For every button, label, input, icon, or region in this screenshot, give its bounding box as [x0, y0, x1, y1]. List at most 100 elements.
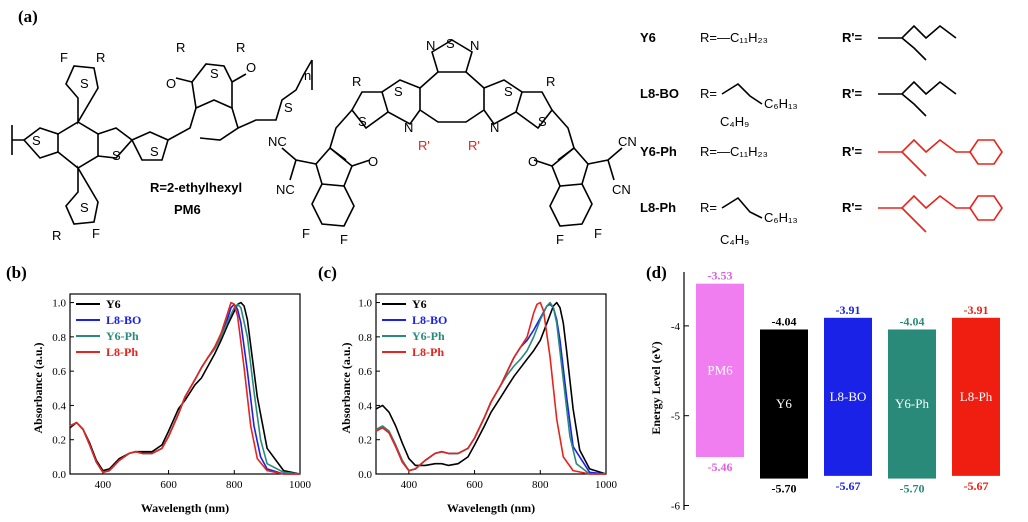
lumo-value-label: -3.53 [708, 269, 733, 283]
row-y6ph-rprime: R'= [842, 144, 862, 159]
row-l8bo-rprime: R'= [842, 86, 862, 101]
acc-rprime-right: R' [468, 138, 480, 153]
panel-b-ytick-label: 0.4 [52, 400, 66, 412]
pm6-o-right: O [246, 60, 256, 75]
panel-b-frame [69, 293, 301, 475]
right-indanone-five [551, 147, 589, 187]
energy-bar-pm6 [696, 283, 744, 458]
homo-value-label: -5.67 [836, 479, 861, 493]
pm6-s-6: S [210, 66, 219, 81]
panel-b-legend-label: Y6-Ph [106, 329, 139, 343]
energy-bar-label: PM6 [707, 362, 733, 377]
row-l8bo: L8-BO R= C₆H₁₃ C₄H₉ R'= [640, 80, 957, 129]
lumo-value-label: -4.04 [772, 314, 797, 328]
acc-s-right-2: S [538, 114, 547, 129]
pm6-s-5: S [150, 144, 159, 159]
panel-c-xtick-label: 1000 [595, 479, 618, 491]
panel-b-ytick-label: 0.2 [52, 435, 66, 447]
acc-f-left-2: F [340, 232, 348, 247]
panel-c-legend-label: L8-BO [412, 313, 447, 327]
panel-c-ylabel: Absorbance (a.u.) [339, 342, 353, 433]
pm6-r-definition: R=2-ethylhexyl [150, 180, 242, 195]
pm6-r-top: R [96, 50, 105, 65]
acc-s-right-1: S [504, 84, 513, 99]
acc-n-right: N [490, 120, 499, 135]
panel-c-ytick-label: 0.4 [358, 400, 372, 412]
right-carbonyl [533, 159, 553, 167]
left-carbonyl [351, 159, 371, 167]
row-y6-r: R=—C₁₁H₂₃ [700, 30, 768, 45]
panel-c-series-l8ph [375, 301, 606, 475]
panel-d-energy-level-chart: (d) Energy Level (eV) -4 -5 -6 PM6 -3.53 -5.4… [646, 263, 1000, 513]
acc-f-right-1: F [556, 232, 564, 247]
energy-bar-y6ph [888, 329, 936, 479]
homo-value-label: -5.67 [964, 479, 989, 493]
panel-d-ytick-label: -6 [671, 501, 681, 513]
panel-c-ytick-label: 0.8 [358, 332, 372, 344]
pm6-carbonyl-bonds [175, 73, 247, 83]
row-l8ph-name: L8-Ph [640, 200, 676, 215]
homo-value-label: -5.70 [772, 482, 797, 496]
pm6-side-thiophene-top [65, 65, 99, 125]
row-y6ph-phenyl-chain [878, 138, 970, 177]
row-l8bo-branch [721, 82, 763, 105]
panel-b-xtick-label: 800 [226, 479, 243, 491]
acc-r-left: R [352, 74, 361, 89]
energy-bar-y6 [760, 329, 808, 479]
panel-c-series-y6 [375, 301, 607, 475]
pm6-s-7: S [284, 100, 293, 115]
pm6-bdd-top [191, 63, 233, 109]
row-y6ph-phenyl-ring [969, 139, 1003, 165]
left-vinyl [329, 109, 353, 161]
panel-b-ytick-label: 0.0 [52, 469, 66, 481]
panel-a: (a) S S S S S S S F F R [11, 7, 1003, 247]
pm6-r-bottom: R [52, 228, 61, 243]
row-l8ph-c4: C₄H₉ [720, 232, 749, 247]
panel-b-xtick-label: 1000 [289, 479, 312, 491]
pm6-f-top: F [60, 50, 68, 65]
row-y6-rprime: R'= [842, 30, 862, 45]
acc-n-top-left: N [426, 38, 435, 53]
pm6-structure [11, 59, 313, 225]
row-y6-alkyl-chain [878, 24, 957, 61]
pm6-r-bdd-right: R [236, 40, 245, 55]
row-y6ph: Y6-Ph R=—C₁₁H₂₃ R'= [640, 138, 1003, 177]
left-indanone-benzene [311, 183, 355, 227]
panel-c-xlabel: Wavelength (nm) [447, 501, 535, 515]
acc-n-top-right: N [470, 38, 479, 53]
pm6-f-bottom: F [92, 226, 100, 241]
thienothiophene-right-1 [483, 79, 523, 126]
homo-value-label: -5.46 [708, 460, 733, 474]
panel-c-ytick-label: 0.6 [358, 366, 372, 378]
panel-b-series-y6 [69, 301, 301, 475]
acc-s-thiadiazole: S [446, 36, 455, 51]
panel-c-legend-label: Y6-Ph [412, 329, 445, 343]
energy-bar-label: L8-Ph [960, 389, 993, 404]
panel-c-xtick-label: 800 [532, 479, 549, 491]
pm6-bracket-left [11, 125, 24, 155]
panel-a-label: (a) [18, 7, 38, 26]
panel-b-label: (b) [6, 263, 27, 282]
row-y6ph-r: R=—C₁₁H₂₃ [700, 144, 768, 159]
acc-s-left-2: S [358, 114, 367, 129]
pm6-s-1: S [32, 133, 41, 148]
energy-bar-l8bo [824, 317, 872, 476]
panel-b-ytick-label: 0.6 [52, 366, 66, 378]
panel-c-xtick-label: 600 [466, 479, 483, 491]
row-l8ph-c6: C₆H₁₃ [764, 210, 798, 225]
panel-c-absorbance-chart: (c) Absorbance (a.u.) Wavelength (nm) 40… [318, 263, 618, 515]
panel-b-legend-label: Y6 [106, 297, 121, 311]
panel-c-ytick-label: 1.0 [358, 298, 372, 310]
right-vinyl [551, 109, 575, 161]
panel-b-ylabel: Absorbance (a.u.) [31, 342, 45, 433]
acc-s-left-1: S [394, 84, 403, 99]
panel-c-ytick-label: 0.2 [358, 435, 372, 447]
panel-d-ytick-label: -4 [671, 321, 681, 333]
panel-b-ytick-label: 1.0 [52, 298, 66, 310]
acc-cn-right-2: CN [612, 182, 631, 197]
pm6-name: PM6 [174, 202, 201, 217]
panel-c-frame [375, 293, 607, 475]
homo-value-label: -5.70 [900, 482, 925, 496]
pm6-o-left: O [166, 76, 176, 91]
row-l8ph-branch [721, 196, 763, 219]
